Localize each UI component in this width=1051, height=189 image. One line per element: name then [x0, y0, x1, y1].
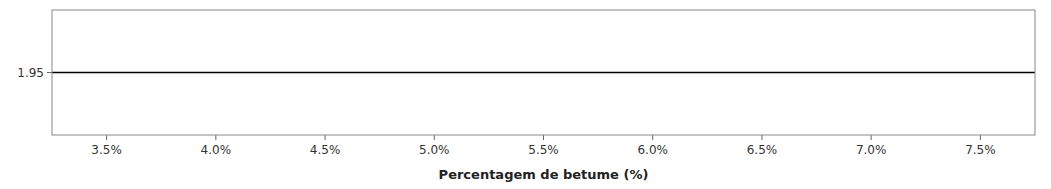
x-tick	[106, 135, 107, 140]
x-tick-label: 6.0%	[637, 143, 668, 157]
plot-frame	[52, 10, 1035, 135]
x-tick	[434, 135, 435, 140]
x-tick	[543, 135, 544, 140]
x-tick	[980, 135, 981, 140]
x-tick	[325, 135, 326, 140]
plot-area	[52, 72, 1035, 73]
x-tick-label: 5.5%	[528, 143, 559, 157]
y-tick-label: 1.95	[17, 66, 44, 80]
x-tick-label: 7.0%	[856, 143, 887, 157]
x-tick-label: 3.5%	[91, 143, 122, 157]
x-tick-label: 7.5%	[965, 143, 996, 157]
x-tick	[871, 135, 872, 140]
x-tick-label: 4.5%	[310, 143, 341, 157]
y-tick	[47, 72, 52, 73]
x-axis-label: Percentagem de betume (%)	[439, 167, 649, 182]
x-tick-label: 5.0%	[419, 143, 450, 157]
chart: 3.5% 4.0% 4.5% 5.0% 5.5% 6.0% 6.5% 7.0% 7.5% 1.95…	[0, 0, 1051, 189]
x-tick	[215, 135, 216, 140]
x-tick-label: 6.5%	[747, 143, 778, 157]
x-tick	[652, 135, 653, 140]
x-tick-label: 4.0%	[201, 143, 232, 157]
horizontal-line	[52, 72, 1035, 74]
x-tick	[761, 135, 762, 140]
